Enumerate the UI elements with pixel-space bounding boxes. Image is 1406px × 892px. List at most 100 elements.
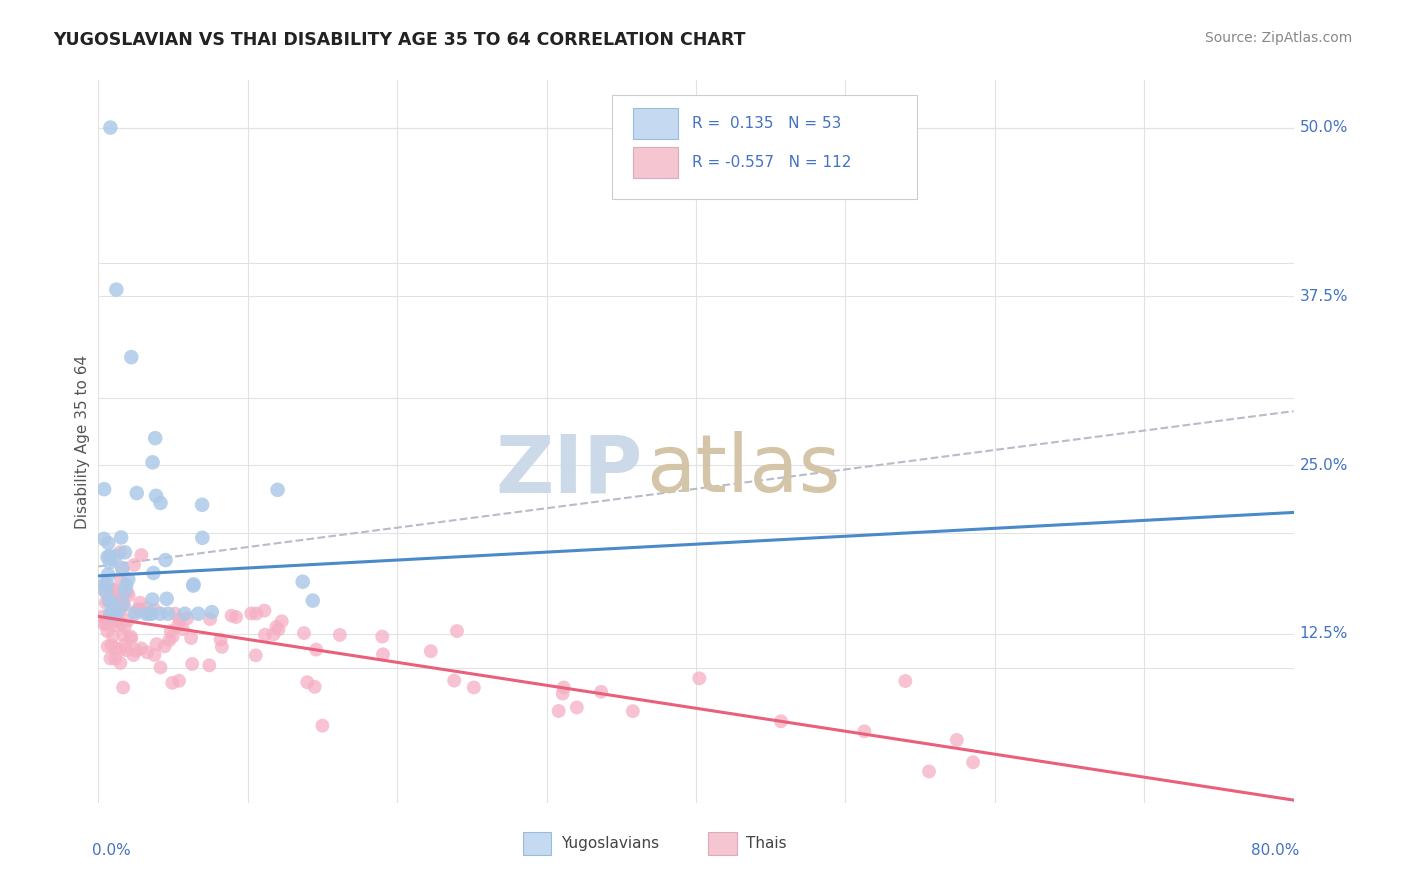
Point <box>443 673 465 688</box>
Point <box>98 556 121 570</box>
Point <box>149 660 172 674</box>
Point <box>104 609 127 624</box>
Point <box>97 614 120 628</box>
Point <box>262 627 284 641</box>
Point <box>101 607 124 621</box>
Point <box>551 687 574 701</box>
Point <box>96 624 118 638</box>
Point <box>183 577 205 591</box>
Bar <box>633 109 678 139</box>
Bar <box>709 831 737 855</box>
Point <box>167 673 190 688</box>
Point <box>266 620 288 634</box>
Point <box>162 629 184 643</box>
Point <box>104 549 127 563</box>
Point <box>176 611 198 625</box>
Point <box>93 482 115 496</box>
Point <box>114 545 136 559</box>
Point <box>101 595 124 609</box>
Point <box>621 704 644 718</box>
Point <box>112 598 135 612</box>
Point <box>115 643 138 657</box>
Point <box>110 572 132 586</box>
Text: 50.0%: 50.0% <box>1299 120 1348 135</box>
Point <box>198 612 221 626</box>
Point <box>446 624 468 639</box>
Point <box>159 624 181 639</box>
Point <box>114 584 136 599</box>
Point <box>153 640 176 654</box>
Point <box>93 616 115 631</box>
Point <box>853 724 876 739</box>
Point <box>120 630 142 644</box>
Point <box>111 593 134 607</box>
Point <box>129 596 152 610</box>
Point <box>149 496 172 510</box>
Y-axis label: Disability Age 35 to 64: Disability Age 35 to 64 <box>75 354 90 529</box>
Point <box>181 657 204 671</box>
Point <box>769 714 792 729</box>
Point <box>105 641 128 656</box>
Bar <box>633 147 678 178</box>
Point <box>894 673 917 688</box>
Point <box>291 574 314 589</box>
Point <box>104 614 127 628</box>
Point <box>136 606 159 620</box>
Point <box>96 550 118 565</box>
FancyBboxPatch shape <box>613 95 917 200</box>
Point <box>253 628 276 642</box>
Point <box>91 582 114 596</box>
Point <box>94 595 117 609</box>
Point <box>266 483 288 497</box>
Point <box>297 675 319 690</box>
Point <box>103 582 125 597</box>
Point <box>547 704 569 718</box>
Point <box>104 651 127 665</box>
Point <box>463 681 485 695</box>
Point <box>145 637 167 651</box>
Point <box>135 607 157 621</box>
Point <box>166 619 188 633</box>
Point <box>104 607 127 621</box>
Point <box>117 613 139 627</box>
Point <box>304 680 326 694</box>
Point <box>240 607 263 621</box>
Point <box>305 642 328 657</box>
Point <box>136 645 159 659</box>
Point <box>100 607 122 621</box>
Point <box>139 607 162 621</box>
Point <box>125 604 148 618</box>
Bar <box>523 831 551 855</box>
Point <box>135 600 157 615</box>
Point <box>688 671 710 685</box>
Point <box>156 591 179 606</box>
Point <box>107 595 129 609</box>
Text: Thais: Thais <box>747 836 787 851</box>
Point <box>128 602 150 616</box>
Point <box>209 632 232 647</box>
Point <box>169 612 191 626</box>
Point <box>97 640 120 654</box>
Point <box>117 588 139 602</box>
Point <box>94 585 117 599</box>
Point <box>96 617 118 632</box>
Point <box>301 593 323 607</box>
Point <box>962 756 984 770</box>
Point <box>187 607 209 621</box>
Point <box>107 603 129 617</box>
Point <box>115 578 138 592</box>
Point <box>112 628 135 642</box>
Point <box>181 578 204 592</box>
Point <box>98 549 121 563</box>
Point <box>141 592 163 607</box>
Point <box>311 719 333 733</box>
Point <box>145 489 167 503</box>
Point <box>98 586 121 600</box>
Point <box>98 594 121 608</box>
Point <box>108 545 131 559</box>
Point <box>105 283 128 297</box>
Point <box>245 648 267 663</box>
Point <box>162 676 184 690</box>
Text: 80.0%: 80.0% <box>1251 843 1299 857</box>
Point <box>946 733 969 747</box>
